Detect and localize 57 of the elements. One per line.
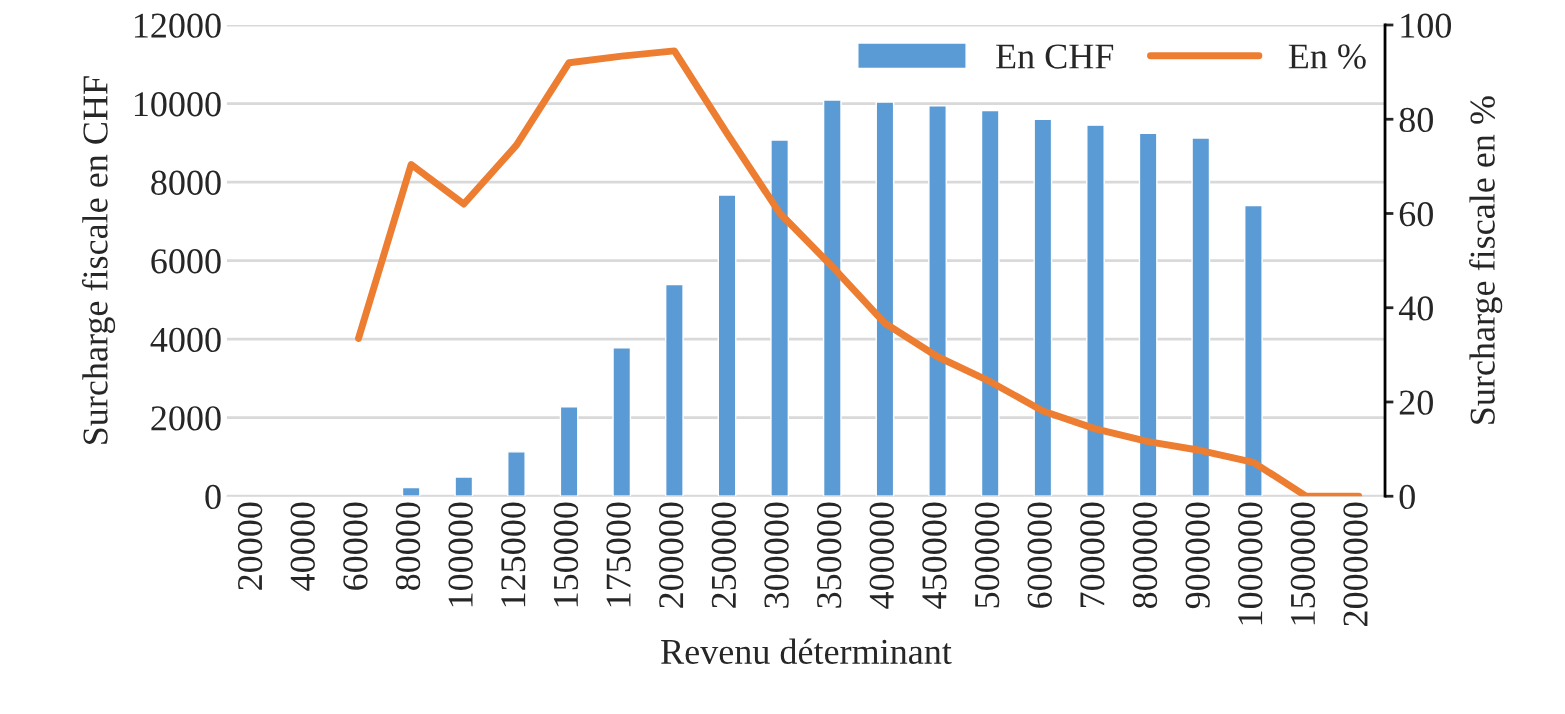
y2-tick-label: 60 xyxy=(1399,202,1433,227)
bar xyxy=(770,139,790,497)
x-tick-label: 60000 xyxy=(343,502,368,590)
y-tick-label: 8000 xyxy=(151,170,221,195)
bar xyxy=(507,451,526,497)
x-tick-label: 1000000 xyxy=(1238,502,1263,625)
bar xyxy=(454,476,474,497)
x-tick-label: 200000 xyxy=(659,502,684,608)
x-tick-label: 125000 xyxy=(501,502,526,607)
y2-tick-label: 20 xyxy=(1399,390,1433,415)
bar xyxy=(1138,132,1158,497)
bar xyxy=(612,347,632,497)
x-tick-label: 2000000 xyxy=(1343,502,1368,626)
x-tick-label: 600000 xyxy=(1027,502,1052,608)
x-tick-label: 40000 xyxy=(290,502,315,591)
bar xyxy=(401,486,421,497)
y2-axis-title: Surcharge fiscale en % xyxy=(1469,96,1503,424)
bar xyxy=(1244,204,1263,497)
y-tick-label: 0 xyxy=(205,484,221,510)
bar xyxy=(1033,118,1053,497)
y2-tick-label: 40 xyxy=(1398,296,1433,321)
x-tick-label: 175000 xyxy=(606,502,631,607)
y-tick-label: 12000 xyxy=(134,13,221,38)
bar xyxy=(1086,124,1105,497)
x-tick-label: 150000 xyxy=(553,502,579,607)
x-tick-label: 700000 xyxy=(1080,502,1105,608)
y-tick-label: 2000 xyxy=(151,406,221,431)
x-tick-label: 100000 xyxy=(448,502,473,607)
bar xyxy=(559,405,579,497)
x-tick-label: 20000 xyxy=(237,502,263,590)
y2-tick-label: 0 xyxy=(1399,484,1415,510)
x-tick-label: 250000 xyxy=(711,502,737,608)
y-tick-label: 10000 xyxy=(134,92,221,117)
x-tick-label: 400000 xyxy=(869,502,894,609)
x-tick-label: 1500000 xyxy=(1290,502,1316,625)
bar xyxy=(664,283,684,497)
bar xyxy=(875,101,895,497)
legend-label: En % xyxy=(1288,44,1366,69)
x-tick-label: 350000 xyxy=(816,502,842,608)
bar xyxy=(1191,137,1211,497)
y-axis-title: Surcharge fiscale en CHF xyxy=(81,76,116,444)
x-axis-title: Revenu déterminant xyxy=(661,638,952,664)
x-tick-label: 500000 xyxy=(974,502,1000,608)
bar xyxy=(980,109,1000,497)
x-tick-label: 300000 xyxy=(764,502,789,608)
bar xyxy=(717,194,737,497)
legend-label: En CHF xyxy=(996,44,1114,69)
x-tick-label: 900000 xyxy=(1185,502,1210,609)
x-tick-label: 80000 xyxy=(395,502,421,590)
y-tick-label: 6000 xyxy=(151,249,221,274)
bar xyxy=(822,99,842,497)
x-tick-label: 450000 xyxy=(922,502,947,609)
y2-tick-label: 100 xyxy=(1401,13,1452,38)
y2-tick-label: 80 xyxy=(1399,107,1433,133)
bar xyxy=(928,105,947,497)
y-tick-label: 4000 xyxy=(150,327,221,353)
x-tick-label: 800000 xyxy=(1132,502,1158,609)
